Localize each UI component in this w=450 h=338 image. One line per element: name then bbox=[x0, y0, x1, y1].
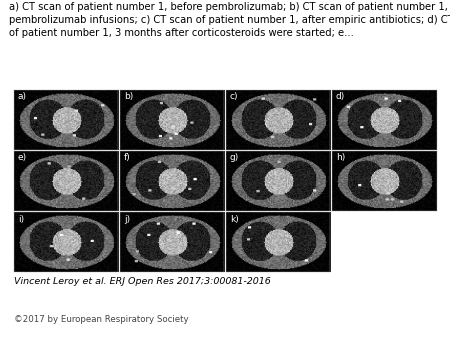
Text: i): i) bbox=[18, 215, 24, 223]
Text: b): b) bbox=[124, 92, 133, 101]
Text: d): d) bbox=[336, 92, 345, 101]
Text: Vincent Leroy et al. ERJ Open Res 2017;3:00081-2016: Vincent Leroy et al. ERJ Open Res 2017;3… bbox=[14, 276, 270, 286]
Text: a): a) bbox=[18, 92, 27, 101]
Text: c): c) bbox=[230, 92, 239, 101]
Text: e): e) bbox=[18, 153, 27, 162]
Text: f): f) bbox=[124, 153, 130, 162]
Text: h): h) bbox=[336, 153, 345, 162]
Text: k): k) bbox=[230, 215, 239, 223]
Text: a) CT scan of patient number 1, before pembrolizumab; b) CT scan of patient numb: a) CT scan of patient number 1, before p… bbox=[9, 2, 450, 38]
Text: ©2017 by European Respiratory Society: ©2017 by European Respiratory Society bbox=[14, 315, 188, 324]
Text: g): g) bbox=[230, 153, 239, 162]
Text: j): j) bbox=[124, 215, 130, 223]
